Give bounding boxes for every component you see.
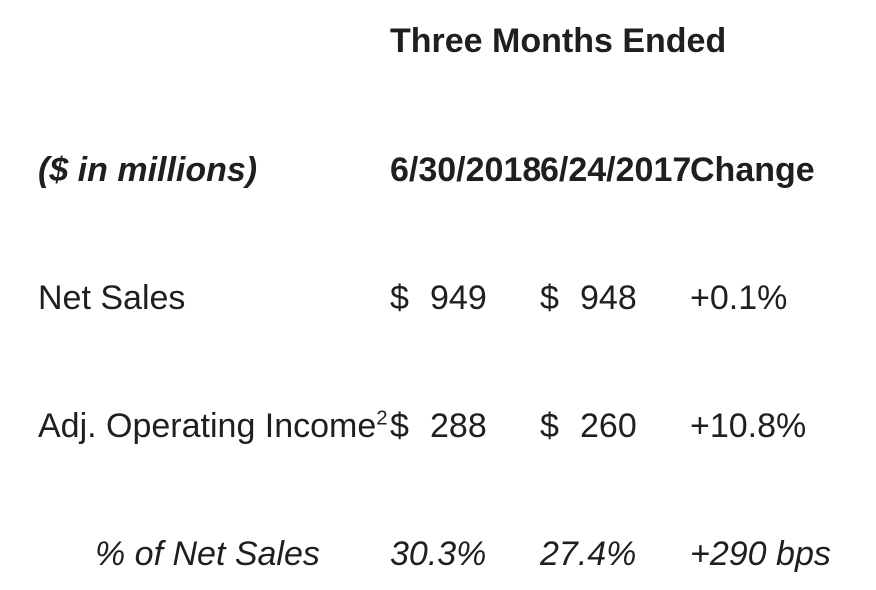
amount-value: 260 (580, 407, 637, 445)
column-header-period-2018: 6/30/2018 (390, 151, 542, 189)
net-sales-2017-cell: $948 (540, 281, 637, 315)
column-header-period-2017: 6/24/2017 (540, 151, 692, 189)
footnote-reference: 2 (376, 407, 388, 430)
amount-value: 948 (580, 279, 637, 317)
adj-operating-income-change-cell: +10.8% (690, 407, 807, 445)
currency-symbol: $ (540, 279, 559, 317)
column-header-change: Change (690, 151, 815, 189)
unit-label: ($ in millions) (38, 151, 258, 189)
row-label-text: Adj. Operating Income (38, 407, 377, 445)
pct-of-net-sales-change-cell: +290 bps (690, 535, 831, 573)
row-label-net-sales: Net Sales (38, 281, 185, 315)
row-label-text: Net Sales (38, 279, 186, 317)
table-row-adj-operating-income: Adj. Operating Income2 $288 $260 +10.8% (0, 407, 876, 451)
pct-of-net-sales-2017-cell: 27.4% (540, 535, 637, 573)
table-row-net-sales: Net Sales $949 $948 +0.1% (0, 281, 876, 323)
adj-operating-income-2017-cell: $260 (540, 409, 637, 443)
currency-symbol: $ (390, 407, 409, 445)
net-sales-2018-cell: $949 (390, 281, 487, 315)
pct-of-net-sales-2018-cell: 30.3% (390, 535, 487, 573)
currency-symbol: $ (390, 279, 409, 317)
adj-operating-income-2018-cell: $288 (390, 409, 487, 443)
net-sales-change-cell: +0.1% (690, 279, 788, 317)
amount-value: 288 (430, 407, 487, 445)
row-label-adj-operating-income: Adj. Operating Income2 (38, 407, 388, 445)
amount-value: 949 (430, 279, 487, 317)
table-title-row: Three Months Ended (0, 24, 876, 66)
row-label-text: % of Net Sales (95, 535, 320, 573)
table-title: Three Months Ended (390, 22, 727, 60)
currency-symbol: $ (540, 407, 559, 445)
row-label-pct-of-net-sales: % of Net Sales (95, 537, 320, 571)
table-row-pct-of-net-sales: % of Net Sales 30.3% 27.4% +290 bps (0, 537, 876, 579)
column-header-row: ($ in millions) 6/30/2018 6/24/2017 Chan… (0, 153, 876, 195)
